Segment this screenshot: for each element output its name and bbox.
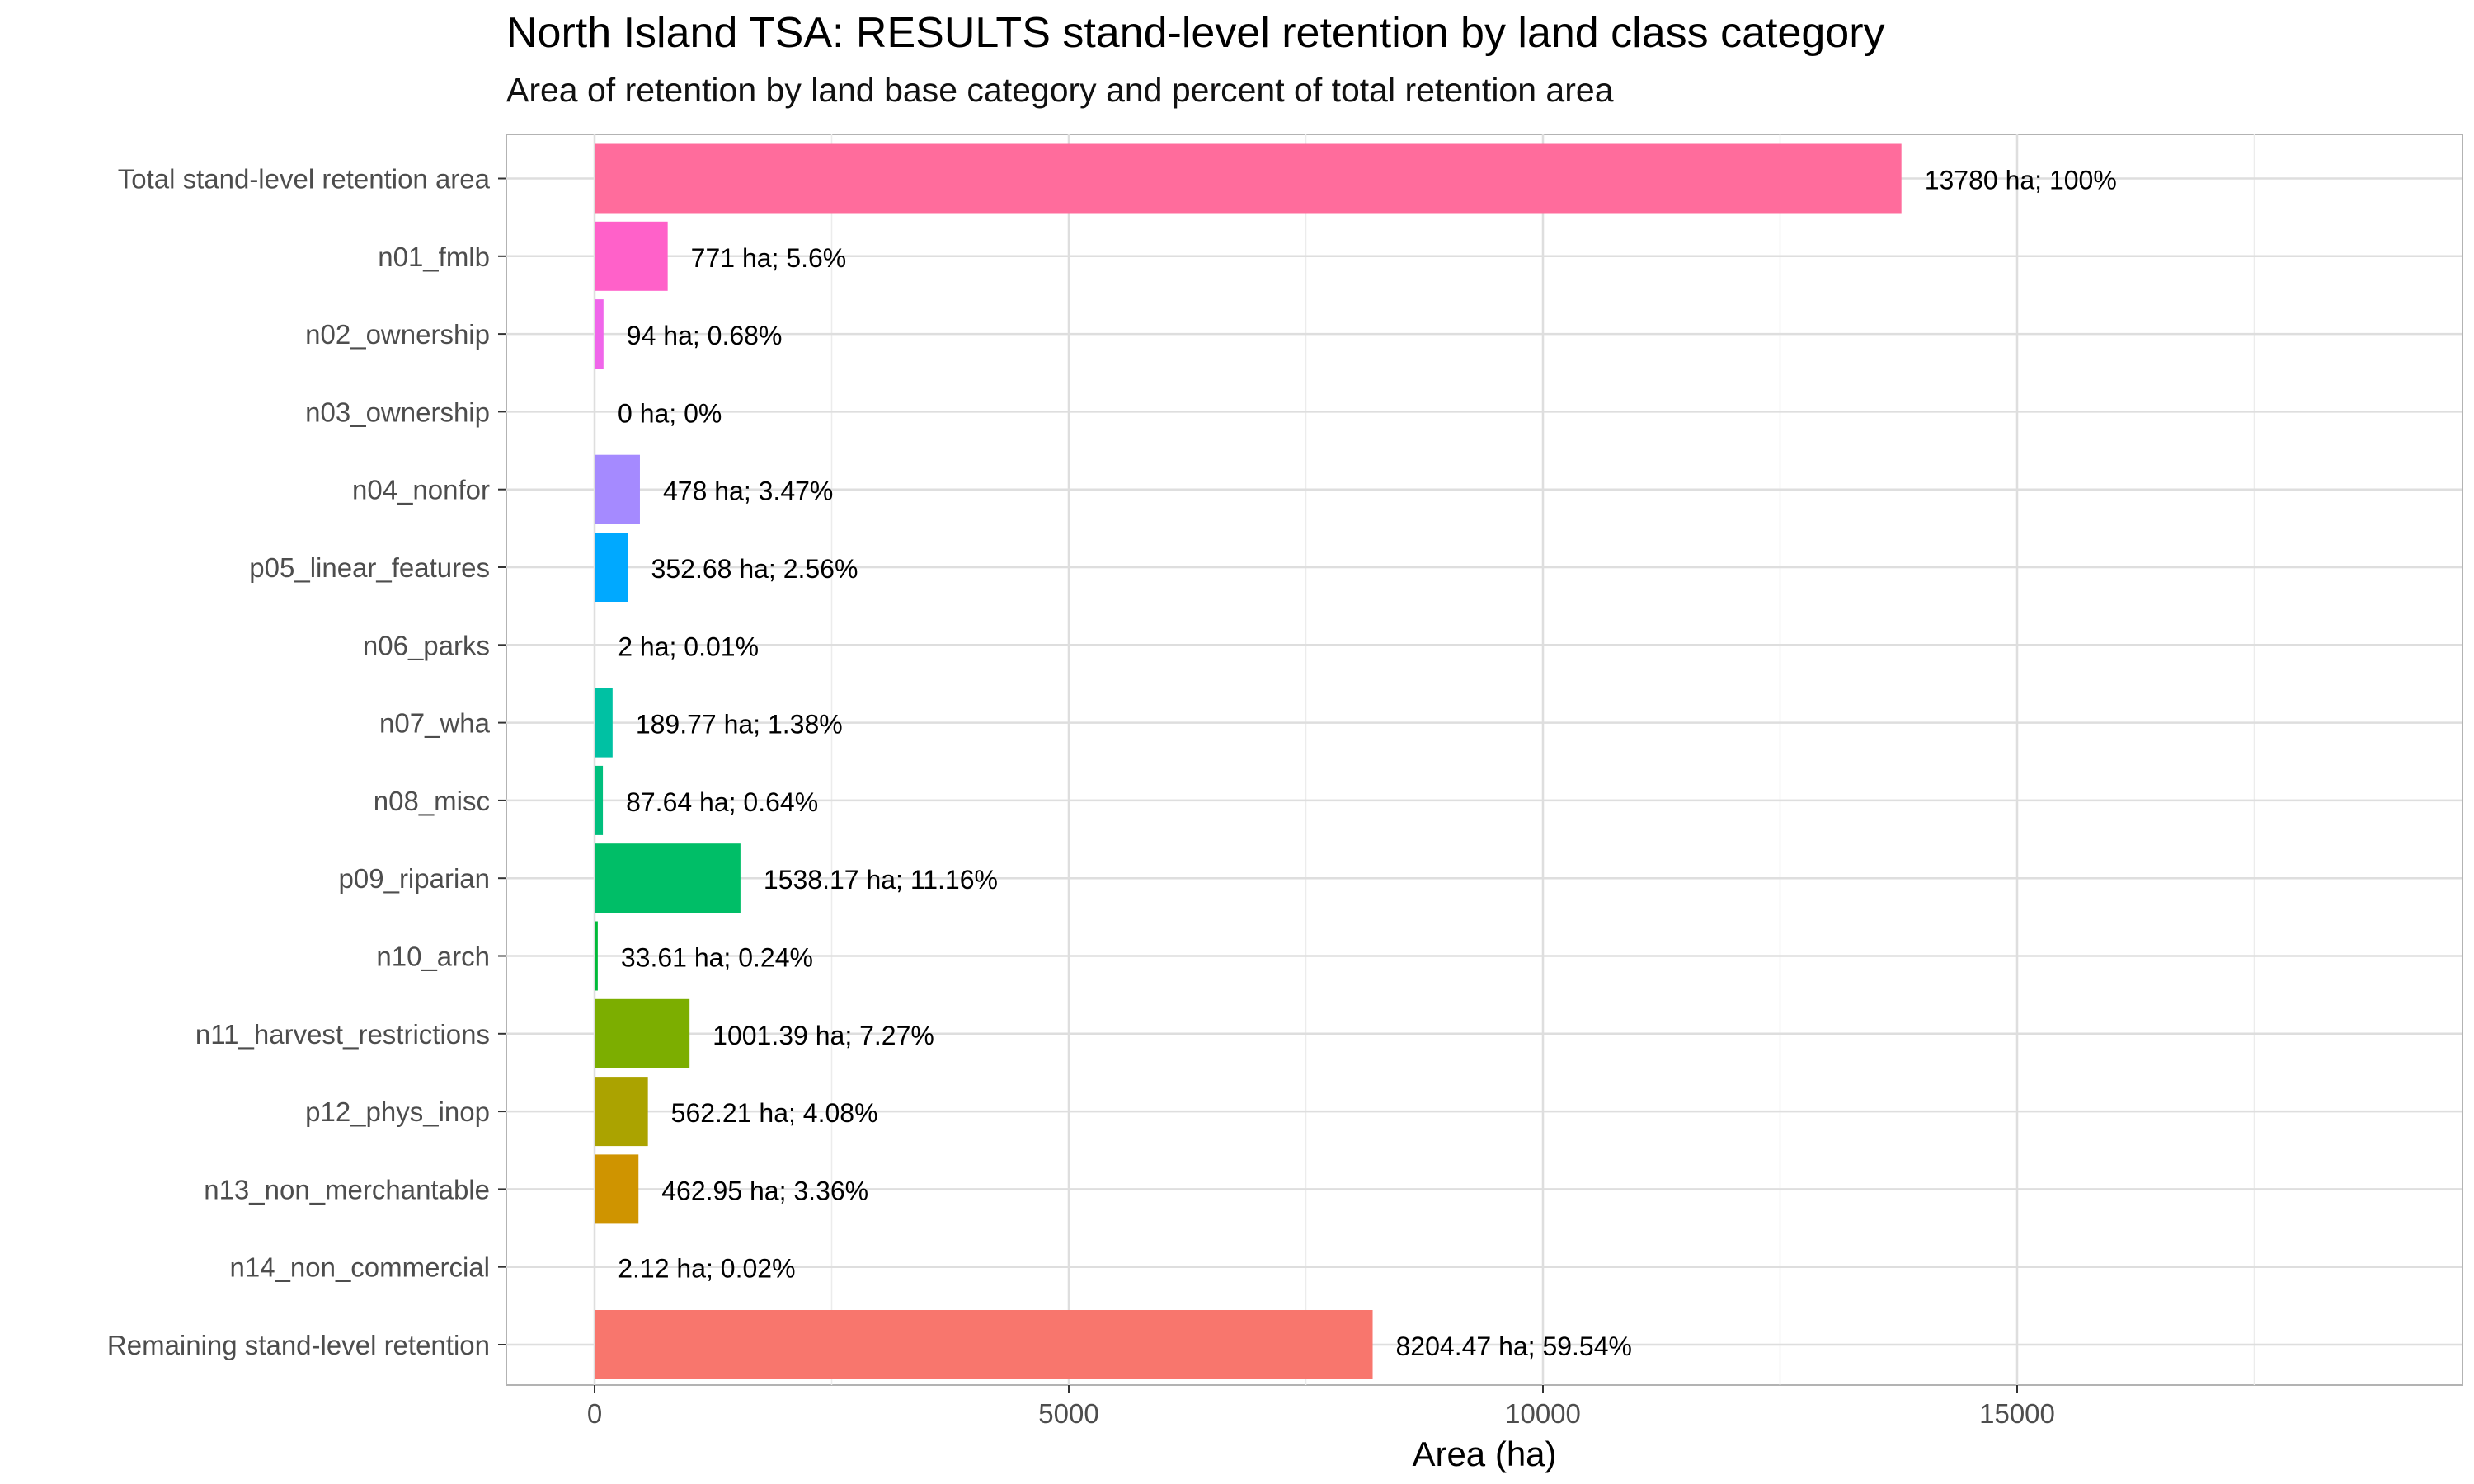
y-tick-label: n13_non_merchantable — [204, 1174, 490, 1205]
data-label: 2 ha; 0.01% — [618, 632, 759, 661]
data-label: 94 ha; 0.68% — [627, 321, 783, 350]
y-tick-label: n14_non_commercial — [229, 1252, 490, 1283]
data-label: 462.95 ha; 3.36% — [661, 1176, 868, 1205]
bar — [595, 998, 690, 1068]
data-label: 771 ha; 5.6% — [691, 243, 847, 273]
y-tick-label: n07_wha — [379, 708, 491, 739]
y-tick-label: Total stand-level retention area — [118, 164, 491, 195]
data-label: 562.21 ha; 4.08% — [671, 1098, 878, 1128]
bar — [595, 1154, 639, 1224]
bar — [595, 765, 604, 835]
data-label: 1001.39 ha; 7.27% — [713, 1021, 934, 1050]
data-label: 87.64 ha; 0.64% — [626, 787, 818, 817]
chart-subtitle: Area of retention by land base category … — [506, 71, 1614, 109]
data-label: 0 ha; 0% — [618, 398, 722, 428]
x-tick-label: 5000 — [1038, 1398, 1098, 1429]
y-tick-label: p05_linear_features — [249, 552, 490, 583]
bar — [595, 688, 613, 758]
bar — [595, 843, 741, 913]
y-tick-label: n10_arch — [376, 942, 490, 972]
y-tick-label: p12_phys_inop — [305, 1097, 490, 1127]
data-label: 13780 ha; 100% — [1925, 166, 2117, 195]
bar — [595, 143, 1902, 214]
bar — [595, 299, 604, 369]
y-tick-label: n01_fmlb — [378, 242, 490, 272]
y-tick-label: Remaining stand-level retention — [107, 1330, 490, 1360]
y-tick-label: n11_harvest_restrictions — [195, 1019, 490, 1050]
bar — [595, 221, 668, 291]
data-label: 1538.17 ha; 11.16% — [764, 865, 998, 895]
data-label: 2.12 ha; 0.02% — [618, 1254, 795, 1284]
plot-panel — [506, 134, 2463, 1386]
y-tick-label: n08_misc — [374, 786, 490, 816]
data-label: 33.61 ha; 0.24% — [621, 943, 813, 973]
x-tick-label: 10000 — [1505, 1398, 1581, 1429]
bar — [595, 1310, 1373, 1379]
data-labels: 13780 ha; 100% 771 ha; 5.6% 94 ha; 0.68% 0 … — [618, 166, 2117, 1362]
minor-gridlines — [830, 134, 2255, 1385]
x-axis-title: Area (ha) — [1412, 1435, 1556, 1473]
bar — [595, 921, 598, 991]
x-axis: 0 5000 10000 15000 — [587, 1385, 2055, 1429]
bar — [595, 1077, 648, 1147]
y-tick-label: p09_riparian — [339, 863, 490, 894]
y-axis: Total stand-level retention area n01_fmlb… — [107, 164, 506, 1360]
data-label: 352.68 ha; 2.56% — [651, 554, 858, 584]
bars — [595, 143, 1902, 1379]
chart-title: North Island TSA: RESULTS stand-level re… — [506, 9, 1885, 57]
x-tick-label: 15000 — [1979, 1398, 2055, 1429]
data-label: 8204.47 ha; 59.54% — [1396, 1331, 1632, 1361]
data-label: 189.77 ha; 1.38% — [636, 710, 843, 740]
y-tick-label: n04_nonfor — [352, 475, 490, 505]
data-label: 478 ha; 3.47% — [663, 477, 833, 506]
y-tick-label: n06_parks — [363, 630, 490, 660]
y-tick-label: n02_ownership — [305, 319, 490, 350]
bar — [595, 533, 628, 602]
bar — [595, 454, 640, 524]
x-tick-label: 0 — [587, 1398, 602, 1429]
y-tick-label: n03_ownership — [305, 397, 490, 427]
